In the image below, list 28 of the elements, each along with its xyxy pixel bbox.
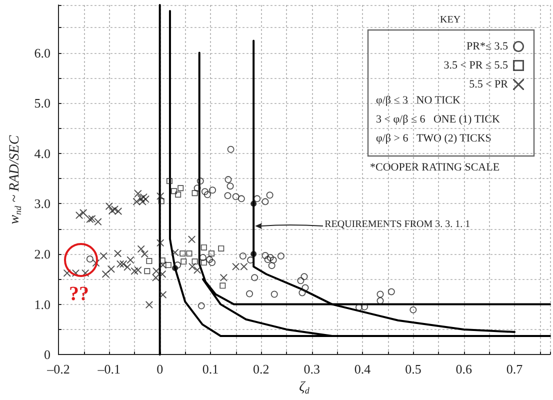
x-tick-label: –0.2 (46, 362, 70, 377)
x-tick-label: 0.7 (506, 362, 524, 377)
legend-label: 5.5 < PR (469, 78, 509, 90)
annotation: φ/β ≤ 3 NO TICK (376, 94, 460, 106)
annotation: *COOPER RATING SCALE (370, 162, 500, 174)
annotation: ?? (69, 283, 89, 305)
y-tick-label: 2.0 (34, 246, 50, 262)
annotation: φ/β > 6 TWO (2) TICKS (376, 132, 492, 144)
y-tick-label: 4.0 (34, 146, 50, 161)
x-tick-label: 0 (156, 362, 164, 377)
x-tick-label: 0.1 (202, 362, 219, 377)
y-tick-label: 1.0 (34, 296, 50, 312)
annotation: 3 < φ/β ≤ 6 ONE (1) TICK (376, 114, 500, 126)
x-tick-label: 0.5 (405, 362, 422, 377)
y-tick-label: 0 (44, 347, 50, 362)
legend-title: KEY (440, 14, 461, 26)
x-tick-label: –0.1 (96, 362, 121, 377)
x-tick-label: 0.6 (456, 362, 472, 377)
x-tick-label: 0.2 (253, 362, 270, 377)
y-axis-title: wnd ~ RAD/SEC (8, 134, 23, 224)
annotation: REQUIREMENTS FROM 3. 3. 1. 1 (324, 218, 470, 230)
x-tick-label: 0.4 (354, 362, 372, 377)
y-tick-label: 3.0 (34, 196, 50, 212)
y-tick-label: 5.0 (34, 96, 50, 111)
y-tick-label: 6.0 (34, 45, 50, 60)
legend-label: PR*≤ 3.5 (466, 40, 508, 52)
legend-label: 3.5 < PR ≤ 5.5 (444, 60, 508, 72)
x-tick-label: 0.3 (304, 362, 320, 377)
